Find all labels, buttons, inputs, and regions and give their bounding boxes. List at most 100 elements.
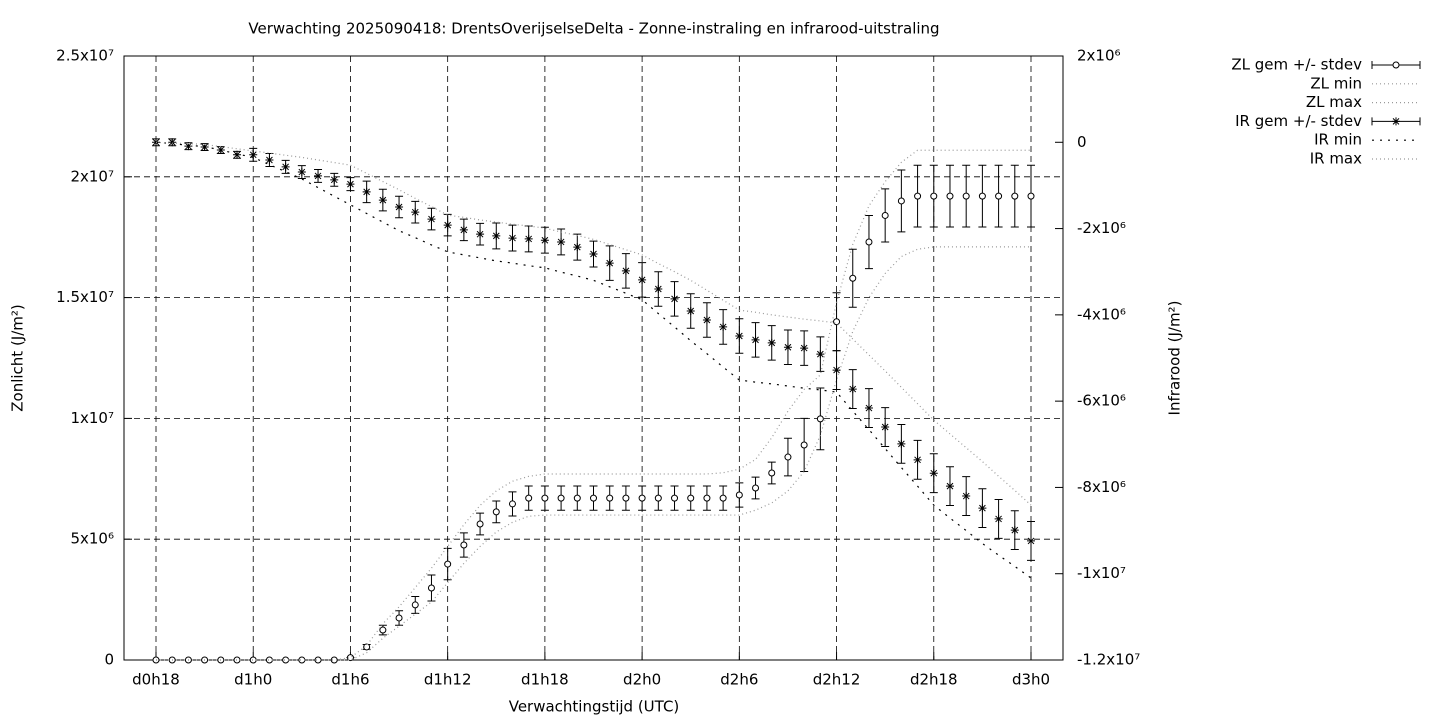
line [156,246,1031,661]
marker [978,504,987,513]
marker [784,453,792,461]
marker [1027,536,1035,545]
legend-label: ZL min [1310,74,1362,92]
marker [314,656,322,664]
marker [589,250,598,259]
line [155,141,1032,506]
marker [670,294,679,303]
marker [848,385,857,394]
marker [800,344,809,353]
x-tick-label: d1h0 [234,671,272,689]
x-tick-label: d3h0 [1012,671,1050,689]
marker [265,656,273,664]
marker [605,259,614,268]
y2-tick-label: 0 [1077,133,1087,151]
marker [994,514,1003,523]
line [155,141,1032,579]
y2-tick-label: -1.2x10⁷ [1077,651,1140,669]
x-tick-label: d2h0 [623,671,661,689]
marker [962,492,971,501]
marker [346,180,355,189]
marker [913,455,922,464]
marker [541,494,549,502]
marker [363,643,371,651]
x-tick-label: d2h18 [910,671,958,689]
marker [735,331,744,340]
marker [395,203,404,211]
legend-label: ZL gem +/- stdev [1231,56,1362,74]
marker [249,656,257,664]
marker [621,266,630,275]
marker [946,192,954,200]
marker [687,494,695,502]
marker [833,318,841,326]
marker [703,494,711,502]
marker [606,494,614,502]
marker [686,306,695,315]
marker [768,469,776,477]
marker [622,494,630,502]
marker [524,234,533,243]
marker [233,150,242,159]
marker [411,601,419,609]
marker [929,469,938,478]
y2-tick-label: -6x10⁶ [1077,392,1126,410]
marker [800,441,808,449]
marker [379,626,387,634]
y2-tick-label: -2x10⁶ [1077,219,1126,237]
chart-title: Verwachting 2025090418: DrentsOverijsels… [248,20,939,38]
line [156,149,1031,661]
marker [557,494,565,502]
marker [476,520,484,528]
marker [995,192,1003,200]
marker [1392,61,1400,69]
marker [702,316,711,325]
y-tick-label: 1x10⁷ [70,409,114,427]
marker [816,415,824,423]
y-tick-label: 2.5x10⁷ [56,47,114,65]
marker [735,491,743,499]
marker [525,494,533,502]
legend-label: ZL max [1306,93,1362,111]
marker [378,196,387,205]
marker [881,423,890,432]
y-tick-label: 2x10⁷ [70,167,114,185]
marker [168,138,177,147]
y2-axis-label: Infrarood (J/m²) [1166,301,1184,416]
marker [945,482,954,491]
marker [751,335,760,344]
marker [978,192,986,200]
marker [832,366,841,375]
marker [297,168,306,177]
marker [492,508,500,516]
marker [298,656,306,664]
x-tick-label: d2h12 [813,671,861,689]
marker [1011,192,1019,200]
marker [492,231,501,240]
marker [508,234,517,243]
x-tick-label: d1h6 [331,671,369,689]
marker [427,584,435,592]
marker [573,243,582,252]
marker [897,439,906,448]
marker [767,338,776,347]
marker [864,404,873,413]
marker [719,494,727,502]
marker [590,494,597,502]
legend-label: IR gem +/- stdev [1235,112,1362,130]
y-tick-label: 1.5x10⁷ [56,288,114,306]
marker [654,494,662,502]
marker [411,208,420,217]
y2-tick-label: -4x10⁶ [1077,305,1126,323]
marker [459,225,468,234]
x-tick-label: d2h6 [720,671,758,689]
marker [249,150,258,159]
marker [443,221,452,230]
marker [881,211,889,219]
marker [427,215,436,224]
marker [184,142,193,151]
marker [654,284,663,293]
marker [460,541,468,549]
legend-label: IR max [1310,150,1362,168]
marker [444,560,452,568]
